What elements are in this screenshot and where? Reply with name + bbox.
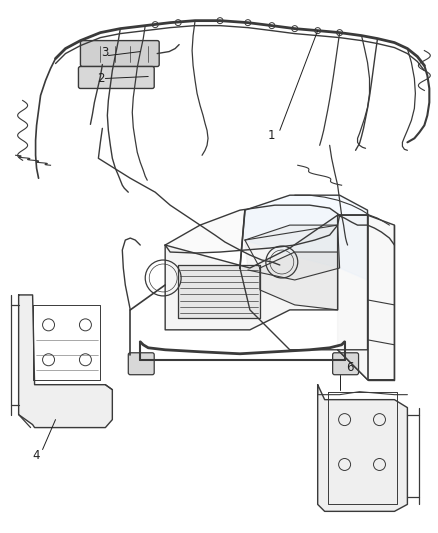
Polygon shape (165, 205, 339, 253)
Text: 6: 6 (345, 361, 353, 374)
Polygon shape (317, 385, 406, 511)
Polygon shape (337, 215, 394, 379)
Polygon shape (244, 195, 367, 280)
FancyBboxPatch shape (332, 353, 358, 375)
FancyBboxPatch shape (128, 353, 154, 375)
Polygon shape (244, 225, 339, 280)
FancyBboxPatch shape (80, 41, 159, 67)
Polygon shape (178, 265, 259, 318)
FancyBboxPatch shape (78, 67, 154, 88)
Polygon shape (165, 215, 337, 330)
Polygon shape (18, 295, 112, 427)
Text: 3: 3 (100, 46, 108, 59)
Text: 4: 4 (33, 449, 40, 462)
Text: 2: 2 (96, 72, 104, 85)
Polygon shape (259, 252, 337, 310)
Text: 1: 1 (268, 129, 275, 142)
